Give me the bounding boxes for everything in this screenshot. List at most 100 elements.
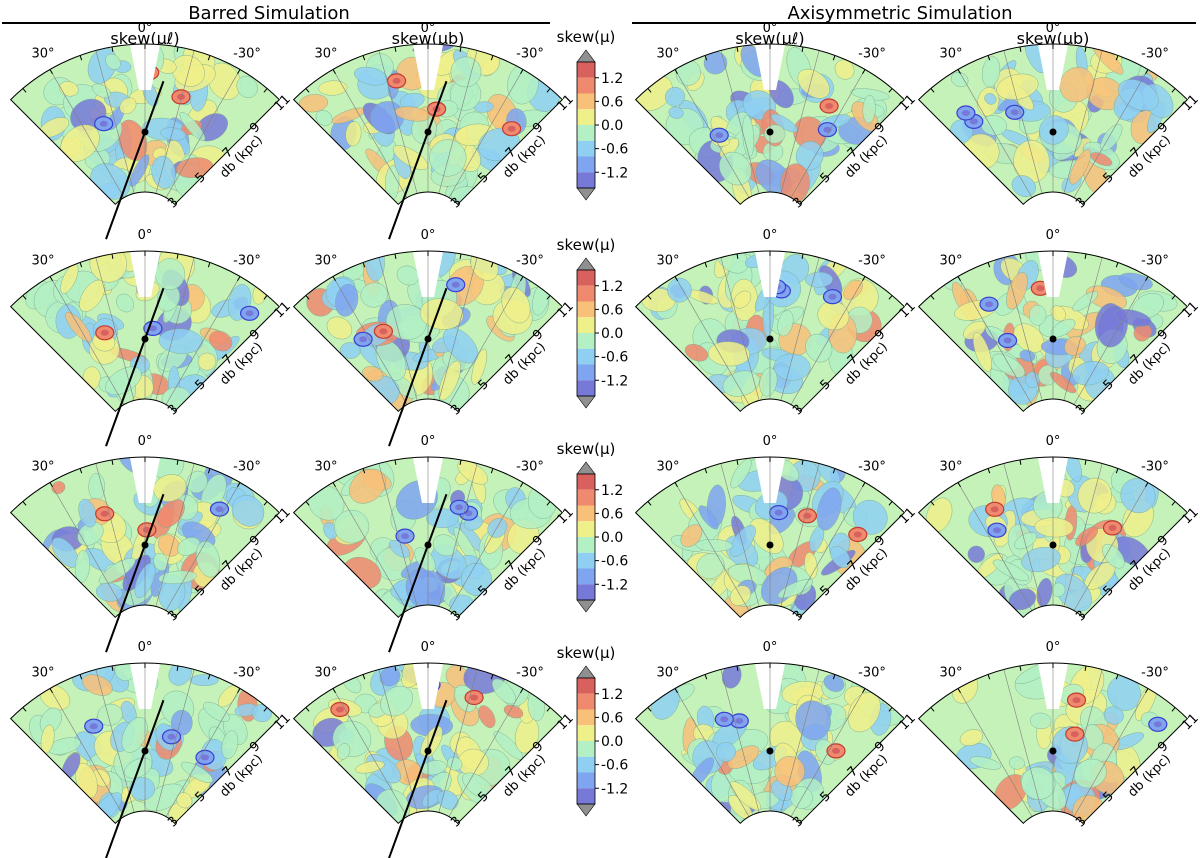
contour-peak-core [1036, 285, 1045, 292]
colorbar-tick-label: -1.2 [601, 165, 628, 181]
angle-tick [832, 262, 836, 268]
radial-gridline [674, 482, 750, 611]
angle-label-0: 0° [138, 21, 153, 36]
contour-patch [1073, 758, 1107, 789]
angle-label-minus30: -30° [516, 253, 544, 268]
contour-patch [171, 55, 205, 87]
contour-patch [1034, 517, 1074, 538]
radial-gridline [448, 482, 524, 611]
radial-gridline [165, 69, 241, 198]
contour-patch [360, 282, 388, 308]
radial-gridline [448, 688, 524, 817]
angle-tick [832, 55, 836, 61]
contour-peak-core [969, 118, 978, 125]
galactic-center-marker [1049, 541, 1057, 549]
radial-tick-label: 11 [1179, 299, 1200, 321]
colorbar: skew(μ) 1.2 0.6 0.0 -0.6 -1.2 [557, 28, 628, 201]
wedge-frame [292, 456, 564, 619]
contour-patch [1100, 123, 1123, 151]
bar-axis-line [388, 493, 448, 653]
contour-patch [1011, 175, 1036, 197]
radial-gridline [1073, 688, 1149, 817]
contour-patch [730, 458, 752, 489]
angle-tick [520, 482, 524, 488]
wedge-frame [9, 456, 281, 619]
contour-peak-core [1010, 109, 1019, 116]
colorbar-band [577, 333, 595, 349]
contour-patch [129, 154, 150, 187]
wedge-frame [634, 250, 906, 413]
contour-patch [392, 145, 429, 170]
contour-patch [379, 666, 401, 687]
contour-patch [432, 534, 458, 557]
contour-patch [1118, 79, 1159, 111]
angle-label-30: 30° [31, 253, 54, 268]
radial-tick-label: 11 [1179, 505, 1200, 527]
contour-peak-core [961, 110, 970, 116]
angle-tick [394, 253, 397, 259]
contour-peak-core [89, 723, 98, 730]
colorbar-band [577, 552, 595, 569]
angle-tick [459, 459, 462, 465]
radial-gridline [165, 482, 241, 611]
contour-patch [457, 460, 488, 485]
angle-label-minus30: -30° [858, 459, 886, 474]
colorbar-band [577, 156, 595, 173]
angle-tick [987, 55, 991, 61]
colorbar-extend-min [576, 187, 596, 201]
angle-tick [736, 459, 739, 465]
colorbar-label: skew(μ) [557, 644, 616, 662]
angle-label-0: 0° [1046, 21, 1061, 36]
contour-patch [119, 97, 137, 115]
angle-label-0: 0° [1046, 434, 1061, 449]
angle-tick [332, 69, 336, 75]
angle-tick [22, 707, 27, 712]
contour-patch [969, 756, 1002, 770]
colorbar-band [577, 348, 595, 365]
contour-patch [336, 743, 351, 760]
angle-tick [332, 482, 336, 488]
contour-peak-core [1108, 524, 1117, 531]
contour-patch [1050, 318, 1076, 338]
colorbar-band [577, 380, 595, 396]
contour-patch [91, 83, 112, 99]
colorbar-tick-label: 0.0 [601, 326, 623, 342]
angle-tick [237, 482, 241, 488]
bar-axis-line [388, 287, 448, 447]
contour-peak-core [392, 77, 401, 84]
colorbar-band [577, 364, 595, 381]
angle-label-30: 30° [314, 459, 337, 474]
contour-patch [1090, 152, 1113, 166]
colorbar-band [577, 317, 595, 333]
radial-gridline [378, 257, 418, 401]
angle-tick [647, 295, 652, 300]
angle-label-30: 30° [314, 665, 337, 680]
radial-gridline [378, 463, 418, 607]
contour-patch [830, 545, 851, 569]
contour-patch [749, 518, 784, 554]
angle-label-minus30: -30° [1141, 459, 1169, 474]
contour-patch [804, 552, 818, 579]
contour-peak-core [1003, 337, 1012, 344]
colorbar-extend-max [576, 461, 596, 475]
angle-tick [1171, 295, 1176, 300]
wedge-frame [917, 43, 1189, 206]
radial-gridline [155, 257, 195, 401]
galactic-center-marker [1049, 128, 1057, 136]
contour-peak-core [359, 336, 368, 343]
contour-patch [437, 790, 459, 810]
radial-gridline [438, 257, 478, 401]
contour-patch [1072, 361, 1109, 386]
contour-patch [696, 553, 725, 579]
colorbar: skew(μ) 1.2 0.6 0.0 -0.6 -1.2 [557, 644, 628, 817]
colorbar-extend-max [576, 49, 596, 63]
angle-label-0: 0° [763, 434, 778, 449]
contour-patch [396, 265, 420, 286]
contour-peak-core [148, 325, 157, 332]
contour-patch [209, 330, 233, 352]
contour-patch [98, 557, 136, 585]
angle-tick [832, 468, 836, 474]
contour-patch [116, 293, 134, 313]
angle-label-0: 0° [763, 640, 778, 655]
